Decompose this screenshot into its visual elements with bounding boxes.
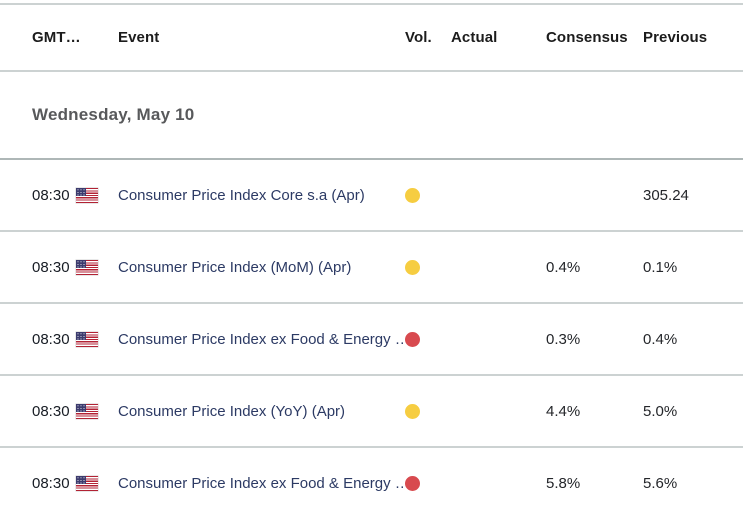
calendar-header-row: GMT… Event Vol. Actual Consensus Previou…	[0, 5, 743, 70]
table-row[interactable]: 08:30 Consumer Price Index (MoM) (Apr) 0…	[0, 232, 743, 302]
divider	[0, 374, 743, 376]
volatility-dot-icon	[405, 403, 420, 419]
previous-value: 5.6%	[643, 474, 678, 492]
event-name-link[interactable]: Consumer Price Index (YoY) (Apr)	[118, 402, 346, 420]
divider	[0, 3, 743, 5]
table-row[interactable]: 08:30 Consumer Price Index ex Food & Ene…	[0, 448, 743, 518]
volatility-cell	[405, 403, 451, 419]
consensus-value: 0.4%	[546, 258, 581, 276]
divider	[0, 302, 743, 304]
volatility-cell	[405, 331, 451, 347]
us-flag-icon	[76, 475, 98, 491]
event-time: 08:30	[32, 402, 70, 420]
date-section-header: Wednesday, May 10	[0, 72, 743, 158]
volatility-dot-icon	[405, 331, 420, 347]
us-flag-icon	[76, 187, 98, 203]
us-flag-icon	[76, 403, 98, 419]
event-name-link[interactable]: Consumer Price Index Core s.a (Apr)	[118, 186, 365, 204]
date-label: Wednesday, May 10	[32, 105, 195, 124]
event-time: 08:30	[32, 186, 70, 204]
event-time: 08:30	[32, 474, 70, 492]
us-flag-icon	[76, 331, 98, 347]
volatility-dot-icon	[405, 259, 420, 275]
divider	[0, 446, 743, 448]
divider	[0, 158, 743, 160]
event-name-link[interactable]: Consumer Price Index (MoM) (Apr)	[118, 258, 352, 276]
volatility-cell	[405, 259, 451, 275]
table-row[interactable]: 08:30 Consumer Price Index ex Food & Ene…	[0, 304, 743, 374]
previous-value: 5.0%	[643, 402, 678, 420]
previous-value: 0.4%	[643, 330, 678, 348]
consensus-value: 0.3%	[546, 330, 581, 348]
column-header-vol: Vol.	[405, 29, 432, 46]
column-header-actual: Actual	[451, 29, 498, 46]
us-flag-icon	[76, 259, 98, 275]
column-header-consensus: Consensus	[546, 29, 628, 46]
event-time: 08:30	[32, 258, 70, 276]
event-name-link[interactable]: Consumer Price Index ex Food & Energy …	[118, 330, 405, 348]
previous-value: 305.24	[643, 186, 689, 204]
column-header-previous: Previous	[643, 29, 708, 46]
previous-value: 0.1%	[643, 258, 678, 276]
column-header-gmt[interactable]: GMT…	[32, 29, 81, 46]
flag-cell	[76, 475, 118, 491]
flag-cell	[76, 187, 118, 203]
volatility-dot-icon	[405, 475, 420, 491]
flag-cell	[76, 331, 118, 347]
event-time: 08:30	[32, 330, 70, 348]
table-row[interactable]: 08:30 Consumer Price Index (YoY) (Apr) 4…	[0, 376, 743, 446]
divider	[0, 230, 743, 232]
table-row[interactable]: 08:30 Consumer Price Index Core s.a (Apr…	[0, 160, 743, 230]
consensus-value: 5.8%	[546, 474, 581, 492]
volatility-cell	[405, 187, 451, 203]
column-header-event: Event	[118, 29, 160, 46]
flag-cell	[76, 403, 118, 419]
volatility-dot-icon	[405, 187, 420, 203]
divider	[0, 70, 743, 72]
consensus-value: 4.4%	[546, 402, 581, 420]
flag-cell	[76, 259, 118, 275]
event-name-link[interactable]: Consumer Price Index ex Food & Energy …	[118, 474, 405, 492]
volatility-cell	[405, 475, 451, 491]
